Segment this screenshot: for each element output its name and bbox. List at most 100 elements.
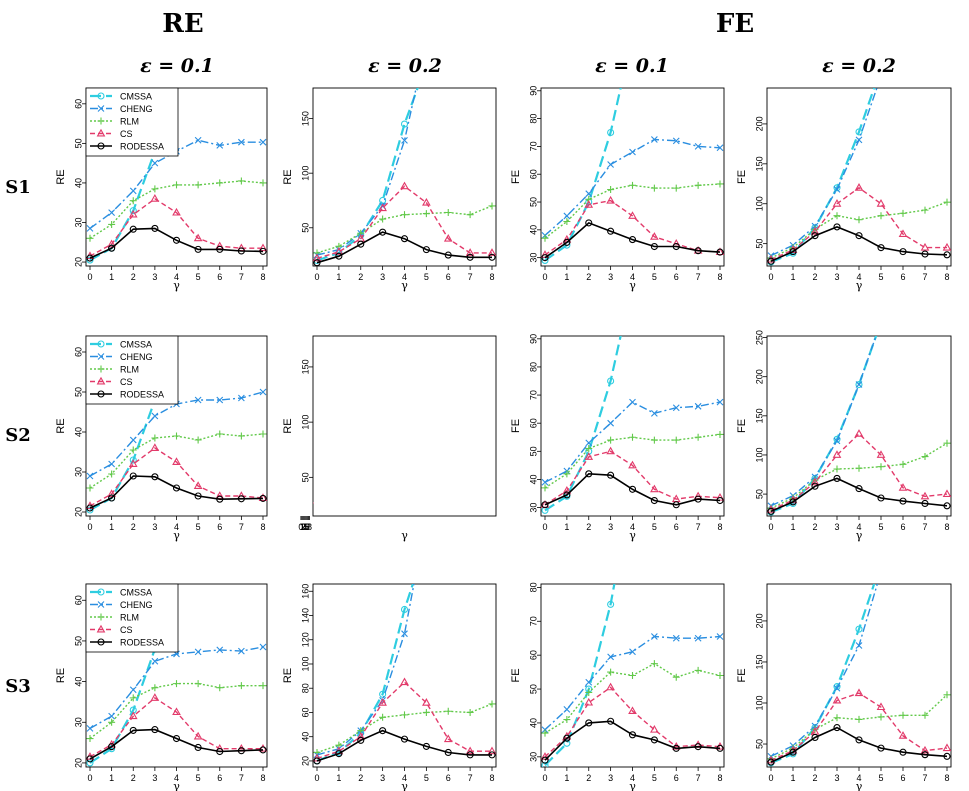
point-rlm xyxy=(855,216,863,224)
x-tick-label: 8 xyxy=(489,773,494,783)
legend: CMSSA CHENG RLM CS RODESSA xyxy=(85,87,179,157)
y-tick-label: 30 xyxy=(73,217,83,227)
legend-marker-cmssa xyxy=(97,588,105,596)
x-tick-label: 8 xyxy=(944,522,949,532)
legend-label-cheng: CHENG xyxy=(120,104,153,114)
x-tick-label: 0 xyxy=(768,773,773,783)
point-rodessa xyxy=(541,756,549,764)
series-line-cmssa xyxy=(316,88,419,262)
point-rlm xyxy=(607,186,615,194)
point-rlm xyxy=(194,436,202,444)
point-rlm xyxy=(194,680,202,688)
point-cs xyxy=(810,477,820,486)
point-rlm xyxy=(716,430,724,438)
point-cs xyxy=(107,239,116,248)
x-tick-label: 7 xyxy=(468,272,473,282)
point-cs xyxy=(128,459,138,467)
point-rodessa xyxy=(86,254,94,262)
point-rodessa xyxy=(767,257,775,265)
point-cs xyxy=(854,429,864,437)
x-tick-label: 4 xyxy=(303,522,308,532)
point-rlm xyxy=(129,197,137,205)
point-rodessa xyxy=(833,724,841,732)
point-cs xyxy=(942,242,951,251)
x-tick-label: 2 xyxy=(586,773,591,783)
point-rodessa xyxy=(488,253,496,261)
series-group xyxy=(313,584,496,765)
y-axis-label: FE xyxy=(736,668,748,682)
point-rlm xyxy=(259,430,267,438)
x-axis-label: γ xyxy=(629,529,636,542)
point-cs xyxy=(193,233,203,242)
point-cheng xyxy=(833,437,841,445)
series-line-cheng xyxy=(770,336,877,507)
point-rodessa xyxy=(650,496,658,505)
x-tick-label: 1 xyxy=(336,272,341,282)
point-cheng xyxy=(650,409,658,417)
point-cheng xyxy=(129,436,137,444)
point-cheng xyxy=(650,136,658,143)
point-cheng xyxy=(607,653,615,661)
x-tick-label: 7 xyxy=(306,522,311,532)
column-header: ε = 0.2 xyxy=(368,55,442,77)
point-rodessa xyxy=(108,244,116,252)
point-rodessa xyxy=(129,225,137,233)
point-rlm xyxy=(943,691,951,699)
point-cs xyxy=(150,693,160,701)
point-cs xyxy=(650,232,659,240)
point-rodessa xyxy=(855,232,863,240)
point-rlm xyxy=(194,181,202,189)
x-tick-label: 1 xyxy=(564,272,569,282)
point-rodessa xyxy=(811,733,819,742)
legend-label-rodessa: RODESSA xyxy=(120,390,164,400)
x-tick-label: 4 xyxy=(856,773,861,783)
point-cs xyxy=(172,457,181,465)
x-tick-label: 5 xyxy=(196,773,201,783)
series-line-rodessa xyxy=(770,477,948,513)
series-group xyxy=(313,88,496,266)
x-axis-label: γ xyxy=(856,529,863,542)
point-cs xyxy=(313,502,314,504)
point-cheng xyxy=(86,472,94,480)
point-rodessa xyxy=(694,743,702,751)
x-tick-label: 8 xyxy=(717,272,722,282)
x-tick-label: 1 xyxy=(109,522,114,532)
x-tick-label: 0 xyxy=(768,522,773,532)
point-cheng xyxy=(607,419,615,427)
x-tick-label: 0 xyxy=(542,522,547,532)
point-rodessa xyxy=(259,746,267,754)
x-axis-label: γ xyxy=(401,279,408,292)
x-tick-label: 3 xyxy=(834,522,839,532)
point-cs xyxy=(378,203,387,212)
point-rodessa xyxy=(650,736,658,744)
series-group xyxy=(86,336,267,514)
y-tick-label: 30 xyxy=(528,503,538,513)
point-rlm xyxy=(305,457,312,464)
y-axis-label: RE xyxy=(282,418,294,433)
point-rodessa xyxy=(129,726,137,734)
legend-label-cmssa: CMSSA xyxy=(120,588,152,598)
y-tick-label: 40 xyxy=(528,474,538,484)
point-cheng xyxy=(855,642,863,649)
point-cs xyxy=(400,677,409,686)
point-cheng xyxy=(694,143,702,150)
point-rodessa xyxy=(357,736,365,744)
y-tick-label: 100 xyxy=(300,656,310,671)
point-rlm xyxy=(298,493,305,500)
y-tick-label: 60 xyxy=(73,99,83,109)
series-line-cheng xyxy=(316,88,417,256)
x-tick-label: 2 xyxy=(812,272,817,282)
series-group xyxy=(767,584,951,767)
y-tick-label: 200 xyxy=(754,613,764,628)
point-rlm xyxy=(943,439,951,447)
panel-s1-2: 0 1 2 3 4 5 6 7 8 50 100 150 γ RE xyxy=(282,87,497,292)
column-header: ε = 0.1 xyxy=(140,55,214,77)
point-cheng xyxy=(833,684,841,692)
point-rlm xyxy=(379,215,387,223)
point-rlm xyxy=(877,463,885,471)
point-cmssa xyxy=(833,184,841,192)
point-rodessa xyxy=(313,259,321,266)
point-rodessa xyxy=(444,251,452,259)
point-cs xyxy=(303,448,310,454)
point-cs xyxy=(810,226,820,235)
